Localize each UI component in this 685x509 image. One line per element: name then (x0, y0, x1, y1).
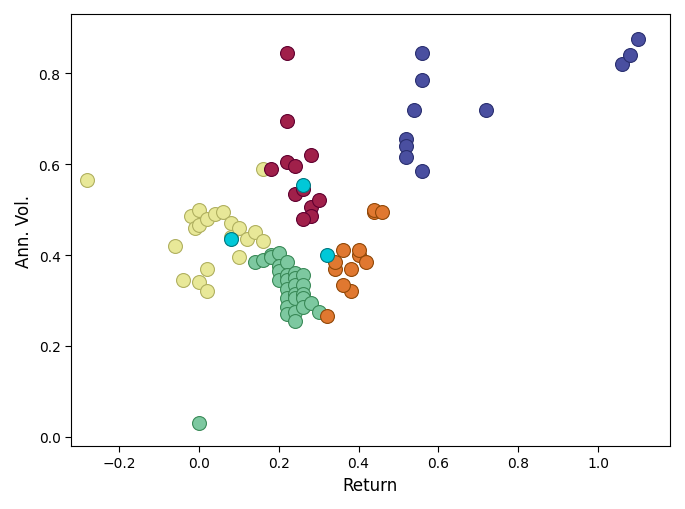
Point (201, 265, 212, 273)
Point (249, 258, 260, 266)
Point (401, 143, 412, 151)
Point (305, 152, 316, 160)
Point (409, 106, 420, 115)
Point (313, 308, 324, 316)
Point (481, 106, 492, 115)
Point (345, 288, 356, 296)
Point (241, 236, 252, 244)
Point (297, 186, 308, 194)
Point (297, 272, 308, 280)
Point (289, 308, 300, 316)
Point (297, 290, 308, 298)
Point (265, 253, 276, 262)
Point (297, 304, 308, 312)
Point (281, 304, 292, 312)
Point (225, 220, 236, 228)
Point (289, 163, 300, 171)
Point (417, 77, 428, 85)
Point (321, 251, 332, 260)
Point (177, 276, 188, 285)
Point (281, 272, 292, 280)
Point (289, 290, 300, 298)
Point (273, 267, 284, 275)
Point (369, 208, 380, 216)
Point (257, 256, 268, 264)
Point (209, 211, 220, 219)
Point (337, 281, 348, 289)
Point (281, 258, 292, 266)
Point (193, 419, 204, 428)
Y-axis label: Ann. Vol.: Ann. Vol. (15, 194, 33, 267)
Point (281, 158, 292, 166)
Point (289, 281, 300, 289)
Point (225, 233, 236, 241)
Point (321, 313, 332, 321)
Point (273, 276, 284, 285)
Point (305, 213, 316, 221)
Point (281, 118, 292, 126)
Point (377, 208, 388, 216)
Point (329, 265, 340, 273)
Point (249, 229, 260, 237)
Point (281, 295, 292, 303)
Point (186, 213, 197, 221)
Point (193, 222, 204, 230)
Point (281, 286, 292, 294)
Point (417, 167, 428, 176)
Point (289, 317, 300, 325)
Point (257, 238, 268, 246)
Point (289, 295, 300, 303)
X-axis label: Return: Return (343, 476, 398, 494)
Point (616, 61, 627, 69)
Point (289, 274, 300, 282)
Point (369, 206, 380, 214)
Point (329, 258, 340, 266)
Point (273, 263, 284, 271)
Point (193, 206, 204, 214)
Point (297, 295, 308, 303)
Point (353, 251, 364, 260)
Point (297, 181, 308, 189)
Point (625, 52, 636, 60)
Point (345, 265, 356, 273)
Point (189, 224, 200, 233)
Point (353, 247, 364, 255)
Point (265, 251, 276, 260)
Point (361, 258, 372, 266)
Point (313, 197, 324, 205)
Point (401, 154, 412, 162)
Point (297, 281, 308, 289)
Point (281, 49, 292, 58)
Point (233, 253, 244, 262)
Point (273, 249, 284, 258)
Point (632, 36, 643, 44)
Point (82, 177, 92, 185)
Point (201, 215, 212, 223)
Point (305, 299, 316, 307)
Point (265, 165, 276, 174)
Point (281, 310, 292, 319)
Point (417, 49, 428, 58)
Point (225, 236, 236, 244)
Point (193, 279, 204, 287)
Point (401, 136, 412, 144)
Point (233, 224, 244, 233)
Point (337, 247, 348, 255)
Point (289, 190, 300, 199)
Point (289, 270, 300, 278)
Point (297, 215, 308, 223)
Point (257, 165, 268, 174)
Point (281, 276, 292, 285)
Point (305, 204, 316, 212)
Point (217, 208, 228, 216)
Point (201, 288, 212, 296)
Point (169, 242, 180, 250)
